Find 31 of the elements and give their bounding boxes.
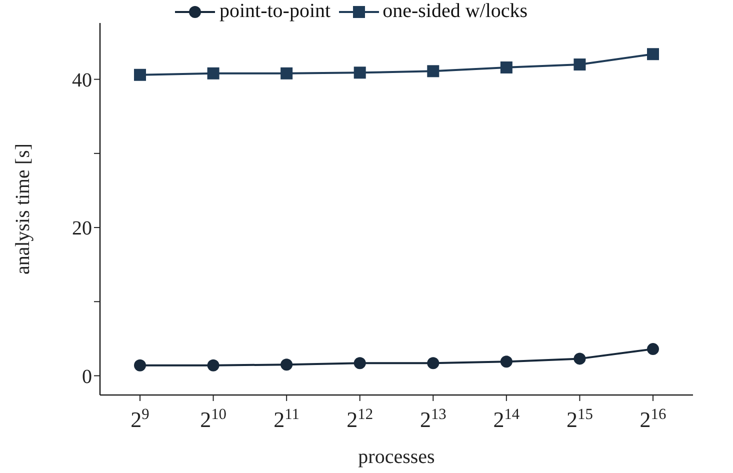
point [427, 357, 440, 370]
point [574, 352, 586, 365]
x-tick-label: 2$^{12}$ [346, 406, 374, 432]
x-tick-label: 2$^{13}$ [420, 406, 447, 432]
y-tick-label: 40 [72, 69, 92, 92]
point [354, 357, 366, 370]
point [134, 359, 146, 372]
x-tick-label: 2$^{15}$ [566, 406, 594, 432]
point [280, 67, 293, 80]
x-axis-title: processes [358, 446, 436, 468]
point [500, 61, 512, 74]
point [280, 358, 293, 371]
y-tick-label: 20 [72, 218, 92, 240]
x-tick-label: 2$^{9}$ [130, 406, 150, 432]
point [207, 359, 220, 372]
x-tick-label: 2$^{11}$ [274, 406, 300, 432]
legend-label: point-to-point [219, 0, 331, 23]
point [647, 343, 659, 356]
point [427, 65, 440, 78]
point [134, 68, 146, 81]
point [354, 66, 366, 79]
x-tick-label: 2$^{16}$ [640, 406, 666, 432]
point [207, 67, 220, 80]
x-tick-label: 2$^{10}$ [200, 406, 227, 432]
point [647, 48, 659, 60]
legend-label: one-sided w/locks [382, 0, 528, 23]
point [574, 58, 586, 70]
point [500, 356, 512, 368]
x-tick-label: 2$^{14}$ [493, 406, 520, 432]
y-axis-title: analysis time [s] [12, 143, 34, 275]
y-tick-label: 0 [82, 366, 92, 388]
